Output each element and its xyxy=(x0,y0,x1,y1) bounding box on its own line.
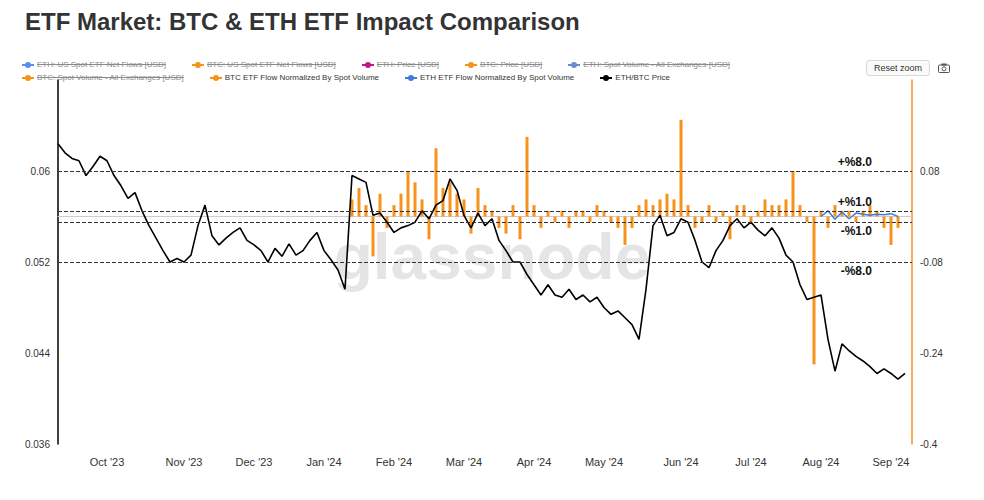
html-text:ETH: Spot Volume - All Exchang: ETH: Spot Volume - All Exchanges [USD] xyxy=(583,60,730,69)
svg-text:Feb '24: Feb '24 xyxy=(376,456,412,468)
svg-text:Jan '24: Jan '24 xyxy=(306,456,341,468)
svg-text:Dec '23: Dec '23 xyxy=(236,456,273,468)
svg-text:May '24: May '24 xyxy=(585,456,623,468)
html-text:ETH ETF Flow Normalized By Spo: ETH ETF Flow Normalized By Spot Volume xyxy=(420,73,575,82)
svg-text:Mar '24: Mar '24 xyxy=(446,456,482,468)
html-text:ETH: Price [USD]: ETH: Price [USD] xyxy=(376,60,440,69)
svg-text:ETF Market: BTC & ETH ETF Impa: ETF Market: BTC & ETH ETF Impact Compari… xyxy=(25,8,580,35)
svg-text:Nov '23: Nov '23 xyxy=(166,456,203,468)
html-text:ETH/BTC Price: ETH/BTC Price xyxy=(615,73,670,82)
svg-text:0.06: 0.06 xyxy=(31,166,51,177)
html-text:BTC: Price [USD]: BTC: Price [USD] xyxy=(480,60,543,69)
svg-text:Jun '24: Jun '24 xyxy=(663,456,698,468)
svg-text:glassnode: glassnode xyxy=(334,221,651,293)
svg-text:0.08: 0.08 xyxy=(920,166,940,177)
svg-text:Apr '24: Apr '24 xyxy=(517,456,552,468)
svg-text:Jul '24: Jul '24 xyxy=(735,456,766,468)
svg-text:+%8.0: +%8.0 xyxy=(838,155,873,169)
svg-text:Aug '24: Aug '24 xyxy=(803,456,840,468)
svg-text:-%1.0: -%1.0 xyxy=(841,224,873,238)
svg-text:-0.24: -0.24 xyxy=(920,348,943,359)
svg-text:0.044: 0.044 xyxy=(25,348,50,359)
html-text:BTC ETF Flow Normalized By Spo: BTC ETF Flow Normalized By Spot Volume xyxy=(224,73,379,82)
svg-text:0.036: 0.036 xyxy=(25,439,50,450)
html-text:BTC: Spot Volume - All Exchang: BTC: Spot Volume - All Exchanges [USD] xyxy=(37,73,184,82)
svg-text:+%1.0: +%1.0 xyxy=(838,195,873,209)
html-text:Reset zoom: Reset zoom xyxy=(874,63,922,73)
html-text:ETH: US Spot ETF Net Flows [US: ETH: US Spot ETF Net Flows [USD] xyxy=(37,60,166,69)
html-text:BTC: US Spot ETF Net Flows [US: BTC: US Spot ETF Net Flows [USD] xyxy=(206,60,336,69)
svg-text:-%8.0: -%8.0 xyxy=(841,264,873,278)
svg-text:-0.4: -0.4 xyxy=(920,439,938,450)
svg-text:Sep '24: Sep '24 xyxy=(873,456,910,468)
svg-text:-0.08: -0.08 xyxy=(920,257,943,268)
svg-text:Oct '23: Oct '23 xyxy=(90,456,125,468)
svg-text:0.052: 0.052 xyxy=(25,257,50,268)
